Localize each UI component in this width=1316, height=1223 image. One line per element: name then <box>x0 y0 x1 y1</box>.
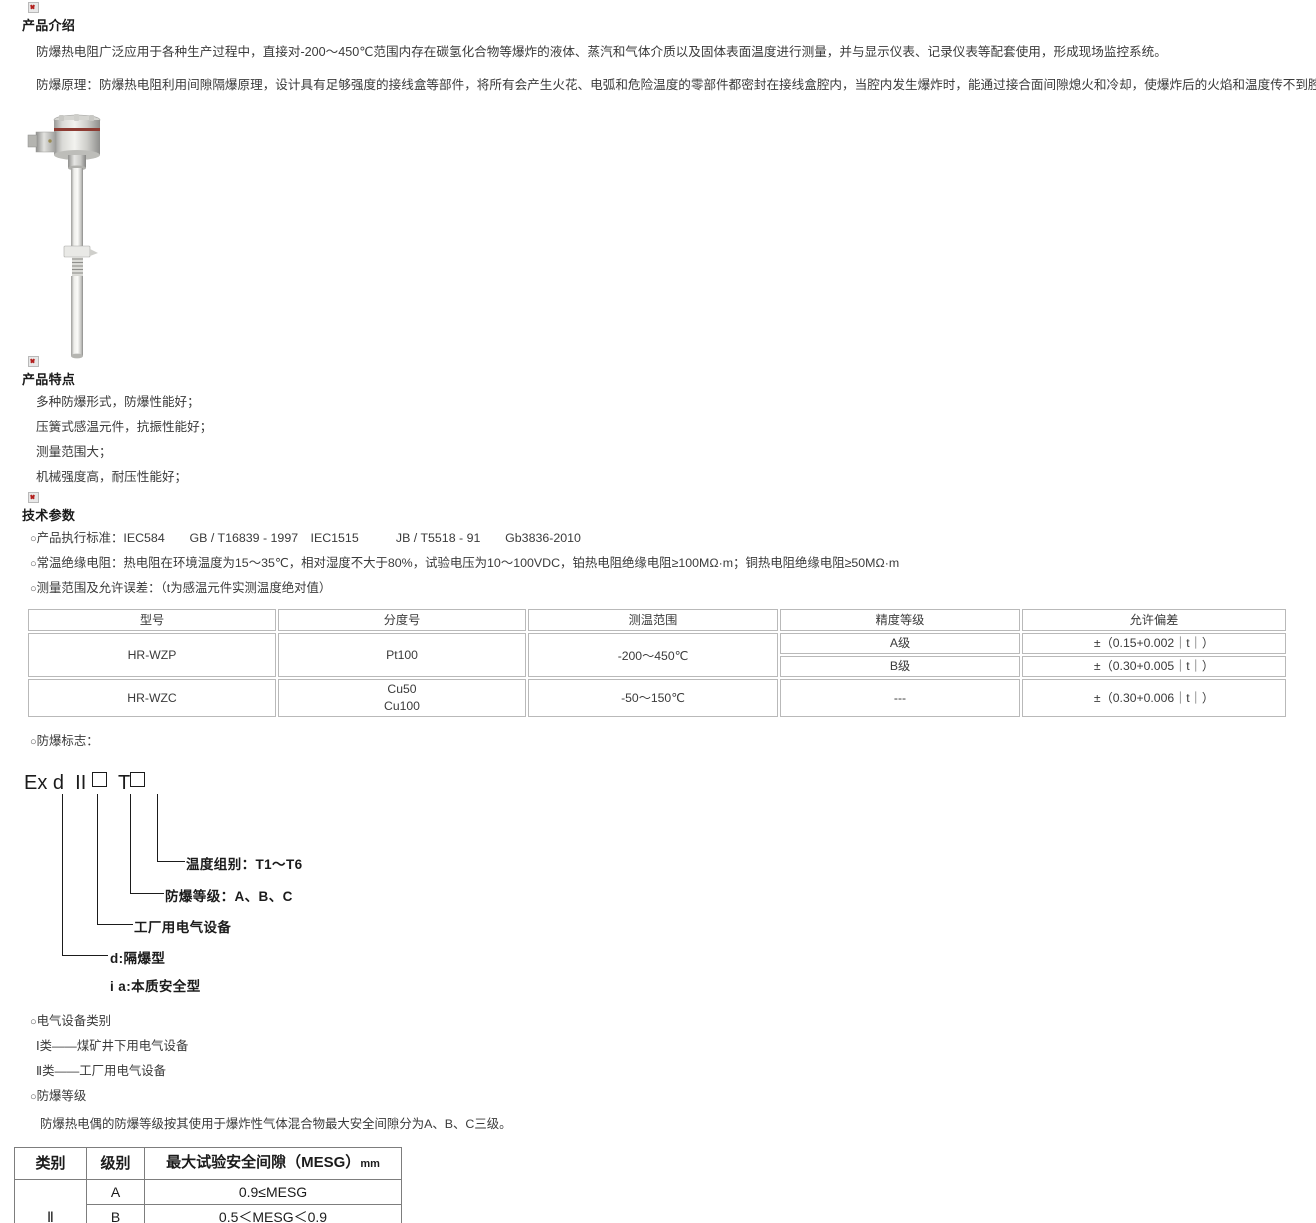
bullet-icon: ○ <box>30 583 37 595</box>
table-header-row: 类别 级别 最大试验安全间隙（MESG）mm <box>14 1147 402 1180</box>
ex-label-flameproof: d:隔爆型 <box>110 951 166 966</box>
feature-item: 压簧式感温元件，抗振性能好； <box>36 420 213 434</box>
spec-table: 型号 分度号 测温范围 精度等级 允许偏差 HR-WZP Pt100 -200～… <box>26 607 1288 719</box>
column-header-accuracy: 精度等级 <box>780 609 1020 631</box>
spec-line-insulation: ○常温绝缘电阻：热电阻在环境温度为15～35℃，相对湿度不大于80%，试验电压为… <box>0 551 1316 576</box>
leader-line-grade-vertical <box>130 794 132 894</box>
explosion-grade-description: 防爆热电偶的防爆等级按其使用于爆炸性气体混合物最大安全间隙分为A、B、C三级。 <box>40 1117 512 1131</box>
broken-image-row-intro <box>0 0 1316 14</box>
intro-paragraph-2: 防爆原理：防爆热电阻利用间隙隔爆原理，设计具有足够强度的接线盒等部件，将所有会产… <box>36 78 1316 92</box>
cell-category: Ⅱ <box>14 1179 87 1223</box>
mesg-header-main: 最大试验安全间隙（MESG） <box>166 1154 361 1171</box>
column-header-range: 测温范围 <box>528 609 778 631</box>
cell-grade: A <box>86 1179 145 1205</box>
leader-line-d-vertical <box>62 794 64 956</box>
column-header-category: 类别 <box>14 1147 87 1180</box>
section-title-tech: 技术参数 <box>22 508 76 523</box>
graduation-line-2: Cu100 <box>384 699 420 713</box>
ex-marking-diagram: Ex d II T 温度组别：T1～T6 防爆等级：A、B、C 工厂用电气设备 … <box>0 764 1316 1009</box>
bullet-icon: ○ <box>30 558 37 570</box>
broken-image-icon <box>28 2 39 14</box>
graduation-line-1: Cu50 <box>387 682 417 696</box>
ex-code-temp-box-icon <box>130 772 146 787</box>
leader-line-temp-vertical <box>157 794 159 862</box>
broken-image-icon <box>28 492 39 504</box>
ex-code-string: Ex d II T <box>24 772 146 795</box>
bullet-icon: ○ <box>30 736 37 748</box>
leader-line-grade-horizontal <box>130 893 164 895</box>
spec-line-range: ○测量范围及允许误差：（t为感温元件实测温度绝对值） <box>0 576 1316 601</box>
spec-text: 测量范围及允许误差：（t为感温元件实测温度绝对值） <box>36 581 332 595</box>
spec-line-equipment-category: ○电气设备类别 <box>0 1009 1316 1034</box>
column-header-graduation: 分度号 <box>278 609 526 631</box>
cell-graduation: Cu50 Cu100 <box>278 679 526 717</box>
equipment-category-item: Ⅰ类——煤矿井下用电气设备 <box>36 1039 189 1053</box>
broken-image-row-tech <box>0 490 1316 504</box>
cell-accuracy: B级 <box>780 656 1020 677</box>
ex-label-temp-group: 温度组别：T1～T6 <box>186 857 303 872</box>
bullet-icon: ○ <box>30 1016 37 1028</box>
table-row: HR-WZC Cu50 Cu100 -50～150℃ --- ±（0.30+0.… <box>28 679 1286 717</box>
section-title-features: 产品特点 <box>22 372 76 387</box>
cell-accuracy: A级 <box>780 633 1020 654</box>
leader-line-ii-horizontal <box>97 924 133 926</box>
spec-line-ex-mark: ○防爆标志： <box>0 729 1316 754</box>
cell-mesg-value: 0.5＜MESG＜0.9 <box>144 1204 402 1223</box>
ex-label-factory-equipment: 工厂用电气设备 <box>134 920 232 935</box>
ex-code-ex: Ex <box>24 772 48 794</box>
table-row: Ⅱ A 0.9≤MESG <box>14 1179 402 1223</box>
feature-item: 测量范围大； <box>36 445 112 459</box>
ex-code-t: T <box>117 772 131 794</box>
spec-text: 常温绝缘电阻：热电阻在环境温度为15～35℃，相对湿度不大于80%，试验电压为1… <box>36 556 900 570</box>
bullet-icon: ○ <box>30 533 37 545</box>
equipment-category-item: Ⅱ类——工厂用电气设备 <box>36 1064 167 1078</box>
page-title-intro: 产品介绍 <box>22 18 76 33</box>
cell-grade: B <box>86 1204 145 1223</box>
table-row: B 0.5＜MESG＜0.9 <box>15 1204 402 1223</box>
cell-tolerance: ±（0.30+0.005｜t｜） <box>1022 656 1286 677</box>
table-row: HR-WZP Pt100 -200～450℃ A级 ±（0.15+0.002｜t… <box>28 633 1286 677</box>
cell-graduation: Pt100 <box>278 633 526 677</box>
spec-line-standard: ○产品执行标准：IEC584 GB / T16839 - 1997 IEC151… <box>0 526 1316 551</box>
spec-line-explosion-grade: ○防爆等级 <box>0 1084 1316 1109</box>
spec-text: 产品执行标准：IEC584 GB / T16839 - 1997 IEC1515… <box>36 531 581 545</box>
feature-item: 机械强度高，耐压性能好； <box>36 470 188 484</box>
column-header-mesg: 最大试验安全间隙（MESG）mm <box>144 1147 402 1180</box>
cell-range: -50～150℃ <box>528 679 778 717</box>
table-header-row: 型号 分度号 测温范围 精度等级 允许偏差 <box>28 609 1286 631</box>
ex-mark-label: 防爆标志： <box>36 734 99 748</box>
explosion-grade-title: 防爆等级 <box>36 1089 87 1103</box>
cell-range: -200～450℃ <box>528 633 778 677</box>
ex-code-ii: II <box>75 772 87 794</box>
cell-mesg-value: 0.9≤MESG <box>144 1179 402 1205</box>
leader-line-ii-vertical <box>97 794 99 925</box>
leader-line-temp-horizontal <box>157 861 185 863</box>
ex-label-explosion-grade: 防爆等级：A、B、C <box>165 889 293 904</box>
cell-model: HR-WZC <box>28 679 276 717</box>
cell-model: HR-WZP <box>28 633 276 677</box>
cell-tolerance: ±（0.15+0.002｜t｜） <box>1022 633 1286 654</box>
mesg-header-unit: mm <box>360 1158 380 1170</box>
column-header-model: 型号 <box>28 609 276 631</box>
intro-paragraph-1: 防爆热电阻广泛应用于各种生产过程中，直接对-200～450℃范围内存在碳氢化合物… <box>36 45 1167 59</box>
ex-label-intrinsic-safe: i a:本质安全型 <box>110 979 201 994</box>
cell-accuracy: --- <box>780 679 1020 717</box>
leader-line-d-horizontal <box>62 955 108 957</box>
column-header-grade: 级别 <box>86 1147 145 1180</box>
ex-code-grade-box-icon <box>91 772 107 787</box>
column-header-tolerance: 允许偏差 <box>1022 609 1286 631</box>
broken-image-row-features <box>0 354 1316 368</box>
equipment-category-title: 电气设备类别 <box>36 1014 111 1028</box>
cell-tolerance: ±（0.30+0.006｜t｜） <box>1022 679 1286 717</box>
feature-item: 多种防爆形式，防爆性能好； <box>36 395 200 409</box>
mesg-table: 类别 级别 最大试验安全间隙（MESG）mm Ⅱ A 0.9≤MESG B 0.… <box>14 1147 402 1223</box>
broken-image-icon <box>28 356 39 368</box>
product-image <box>14 110 134 360</box>
bullet-icon: ○ <box>30 1091 37 1103</box>
table-row: B级 ±（0.30+0.005｜t｜） <box>28 656 1286 677</box>
ex-code-d: d <box>52 772 65 794</box>
